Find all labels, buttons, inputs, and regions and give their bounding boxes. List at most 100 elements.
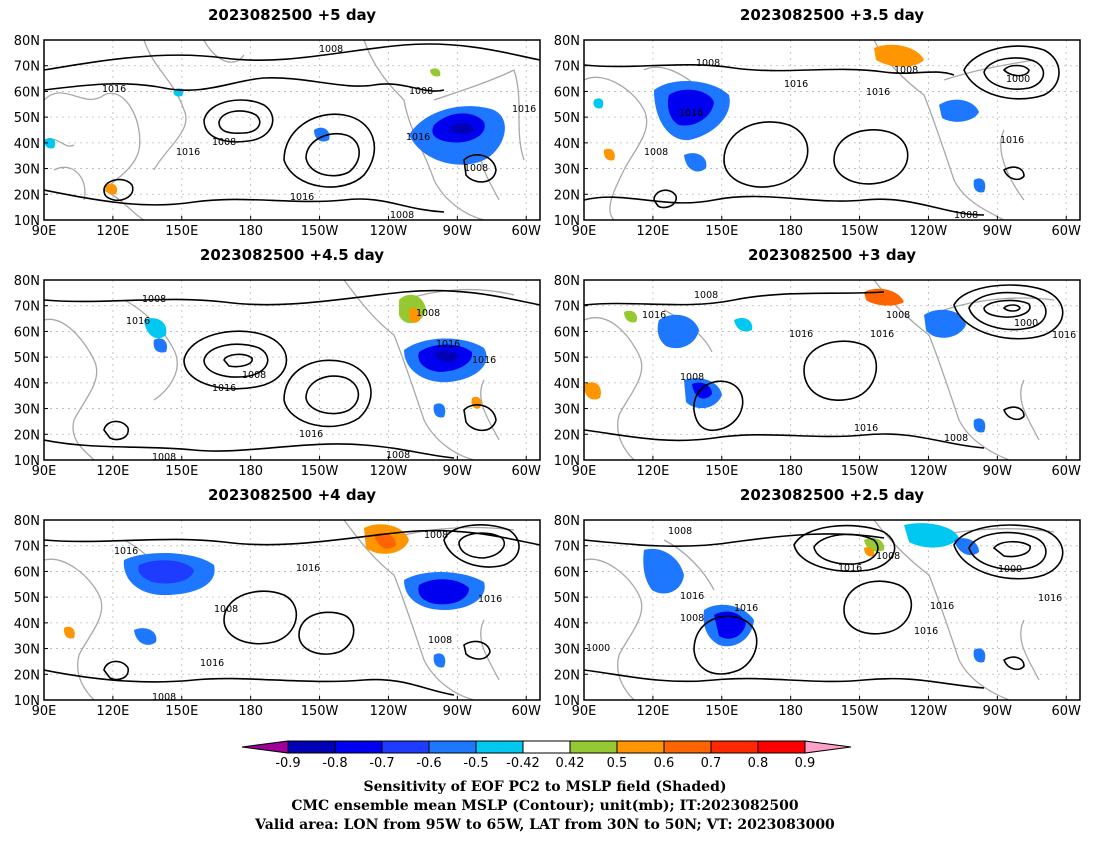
panel-5: 2023082500 +4 day 1016 1008 1016 1008 10… <box>14 486 541 719</box>
contour-labels: 1016 1008 1016 1008 1016 1016 1008 1008 <box>114 530 502 703</box>
panel-2: 2023082500 +3.5 day 1008 1008 1000 1016 … <box>554 6 1081 239</box>
contour-label: 1008 <box>428 635 452 646</box>
latitude-tick-label: 50N <box>554 591 580 606</box>
contour-label: 1008 <box>319 44 343 55</box>
contour-label: 1008 <box>876 551 900 562</box>
latitude-axis: 80N 70N 60N 50N 40N 30N 20N 10N <box>14 274 48 469</box>
latitude-tick-label: 10N <box>554 454 580 469</box>
mslp-contours <box>584 524 1064 689</box>
contour-label: 1016 <box>472 355 496 366</box>
contour-labels: 1008 1008 1000 1016 1016 1008 1016 1016 … <box>644 58 1030 221</box>
longitude-tick-label: 90W <box>443 224 473 239</box>
mslp-contours <box>584 284 1064 449</box>
longitude-tick-label: 90W <box>443 704 473 719</box>
latitude-tick-label: 60N <box>554 85 580 100</box>
contour-label: 1016 <box>870 329 894 340</box>
colorbar-high-extension <box>804 740 852 754</box>
colorbar-tick-label: 0.42 <box>556 756 585 771</box>
contour-label: 1016 <box>200 658 224 669</box>
sensitivity-shading <box>44 68 505 195</box>
longitude-tick-label: 60W <box>1052 464 1082 479</box>
colorbar-swatch <box>663 740 712 754</box>
latitude-tick-label: 50N <box>14 111 40 126</box>
latitude-tick-label: 50N <box>554 351 580 366</box>
colorbar-swatch <box>381 740 430 754</box>
latitude-tick-label: 40N <box>554 377 580 392</box>
contour-label: 1016 <box>102 84 126 95</box>
contour-label: 1016 <box>176 147 200 158</box>
latitude-tick-label: 20N <box>554 188 580 203</box>
panel-1-map <box>44 40 540 220</box>
longitude-axis: 90E 120E 150E 180 150W 120W 90W 60W <box>572 696 1081 719</box>
latitude-tick-label: 50N <box>554 111 580 126</box>
longitude-axis: 90E 120E 150E 180 150W 120W 90W 60W <box>572 456 1081 479</box>
contour-label: 1016 <box>1000 135 1024 146</box>
panel-title: 2023082500 +4.5 day <box>200 246 384 264</box>
colorbar-swatch <box>757 740 806 754</box>
longitude-tick-label: 120W <box>910 464 948 479</box>
contour-label: 1016 <box>930 601 954 612</box>
longitude-tick-label: 120W <box>370 704 408 719</box>
latitude-tick-label: 60N <box>14 565 40 580</box>
longitude-tick-label: 120E <box>636 464 669 479</box>
latitude-tick-label: 60N <box>14 325 40 340</box>
contour-label: 1008 <box>242 370 266 381</box>
contour-label: 1016 <box>680 591 704 602</box>
panel-1: 2023082500 +5 day 1008 1016 1008 1016 10… <box>14 6 541 239</box>
longitude-tick-label: 120E <box>96 704 129 719</box>
contour-label: 1008 <box>142 294 166 305</box>
contour-label: 1008 <box>894 65 918 76</box>
panel-4: 2023082500 +3 day 1008 1016 1008 1016 10… <box>554 246 1081 479</box>
latitude-tick-label: 80N <box>14 514 40 529</box>
latitude-tick-label: 20N <box>554 428 580 443</box>
longitude-tick-label: 150E <box>705 224 738 239</box>
longitude-tick-label: 150E <box>705 704 738 719</box>
latitude-tick-label: 70N <box>554 300 580 315</box>
contour-labels: 1008 1016 1008 1008 1016 1016 1016 1016 … <box>126 294 496 463</box>
panel-title: 2023082500 +3.5 day <box>740 6 924 24</box>
sensitivity-shading <box>643 523 986 663</box>
contour-label: 1008 <box>212 137 236 148</box>
longitude-tick-label: 180 <box>238 224 263 239</box>
contour-label: 1008 <box>386 450 410 461</box>
latitude-tick-label: 60N <box>554 325 580 340</box>
latitude-tick-label: 10N <box>14 694 40 709</box>
contour-label: 1000 <box>1014 318 1038 329</box>
mslp-contours <box>44 43 540 213</box>
latitude-tick-label: 70N <box>554 60 580 75</box>
longitude-tick-label: 150E <box>165 224 198 239</box>
latitude-tick-label: 40N <box>14 377 40 392</box>
longitude-tick-label: 180 <box>778 464 803 479</box>
sensitivity-shading <box>584 288 986 433</box>
colorbar-low-extension <box>241 740 289 754</box>
latitude-tick-label: 20N <box>14 428 40 443</box>
longitude-tick-label: 150W <box>301 224 339 239</box>
latitude-tick-label: 80N <box>554 34 580 49</box>
contour-label: 1008 <box>416 308 440 319</box>
mslp-contours <box>44 524 540 696</box>
longitude-tick-label: 150W <box>841 704 879 719</box>
contour-label: 1016 <box>784 79 808 90</box>
longitude-tick-label: 60W <box>1052 224 1082 239</box>
panel-title: 2023082500 +2.5 day <box>740 486 924 504</box>
contour-label: 1008 <box>390 210 414 221</box>
latitude-tick-label: 40N <box>14 617 40 632</box>
contour-label: 1000 <box>998 564 1022 575</box>
contour-label: 1008 <box>886 310 910 321</box>
latitude-tick-label: 10N <box>14 454 40 469</box>
longitude-tick-label: 150W <box>841 224 879 239</box>
mslp-contours <box>44 289 540 459</box>
caption-line-2: CMC ensemble mean MSLP (Contour); unit(m… <box>291 798 799 814</box>
panel-5-map <box>44 520 540 700</box>
longitude-tick-label: 60W <box>1052 704 1082 719</box>
contour-labels: 1008 1016 1008 1016 1008 1016 1016 1008 … <box>102 44 536 221</box>
longitude-axis: 90E 120E 150E 180 150W 120W 90W 60W <box>572 216 1081 239</box>
caption-line-1: Sensitivity of EOF PC2 to MSLP field (Sh… <box>363 779 726 795</box>
contour-label: 1016 <box>512 104 536 115</box>
latitude-tick-label: 30N <box>14 163 40 178</box>
colorbar-tick-label: -0.8 <box>322 756 347 771</box>
colorbar-tick-label: -0.42 <box>506 756 540 771</box>
longitude-axis: 90E 120E 150E 180 150W 120W 90W 60W <box>32 456 541 479</box>
mslp-contours <box>584 45 1060 216</box>
latitude-tick-label: 70N <box>14 540 40 555</box>
